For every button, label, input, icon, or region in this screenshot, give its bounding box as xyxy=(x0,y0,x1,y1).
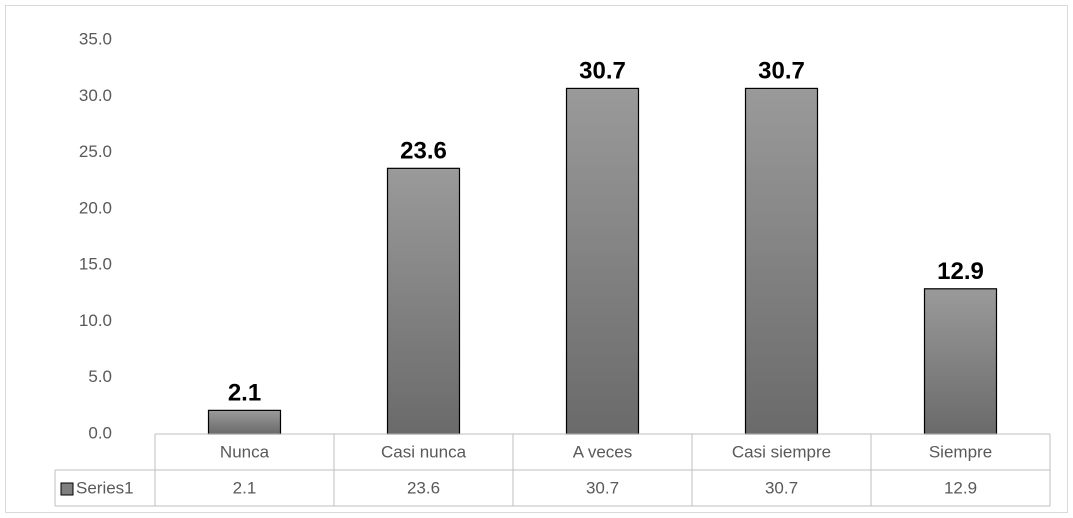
x-tick-label: Casi siempre xyxy=(732,442,831,461)
table-value: 30.7 xyxy=(586,478,619,497)
legend-label: Series1 xyxy=(76,478,134,497)
y-tick-label: 5.0 xyxy=(88,367,112,386)
y-tick-label: 30.0 xyxy=(79,86,112,105)
x-tick-label: Casi nunca xyxy=(381,442,467,461)
table-value: 23.6 xyxy=(407,478,440,497)
x-tick-label: Nunca xyxy=(220,442,270,461)
table-value: 12.9 xyxy=(944,478,977,497)
data-label: 30.7 xyxy=(579,58,626,85)
chart-border xyxy=(5,5,1068,513)
bar xyxy=(744,87,819,435)
y-tick-label: 20.0 xyxy=(79,198,112,217)
data-label: 2.1 xyxy=(228,380,261,407)
x-tick-label: Siempre xyxy=(929,442,992,461)
data-label: 23.6 xyxy=(400,138,447,165)
table-value: 2.1 xyxy=(233,478,257,497)
y-tick-label: 35.0 xyxy=(79,29,112,48)
bar xyxy=(923,288,998,435)
data-label: 12.9 xyxy=(937,258,984,285)
y-tick-label: 25.0 xyxy=(79,142,112,161)
bar xyxy=(565,87,640,435)
bar xyxy=(386,167,461,435)
table-value: 30.7 xyxy=(765,478,798,497)
x-tick-label: A veces xyxy=(573,442,633,461)
legend-key xyxy=(60,482,74,496)
y-tick-label: 15.0 xyxy=(79,255,112,274)
bar xyxy=(207,409,282,435)
data-label: 30.7 xyxy=(758,58,805,85)
y-tick-label: 0.0 xyxy=(88,423,112,442)
y-tick-label: 10.0 xyxy=(79,311,112,330)
